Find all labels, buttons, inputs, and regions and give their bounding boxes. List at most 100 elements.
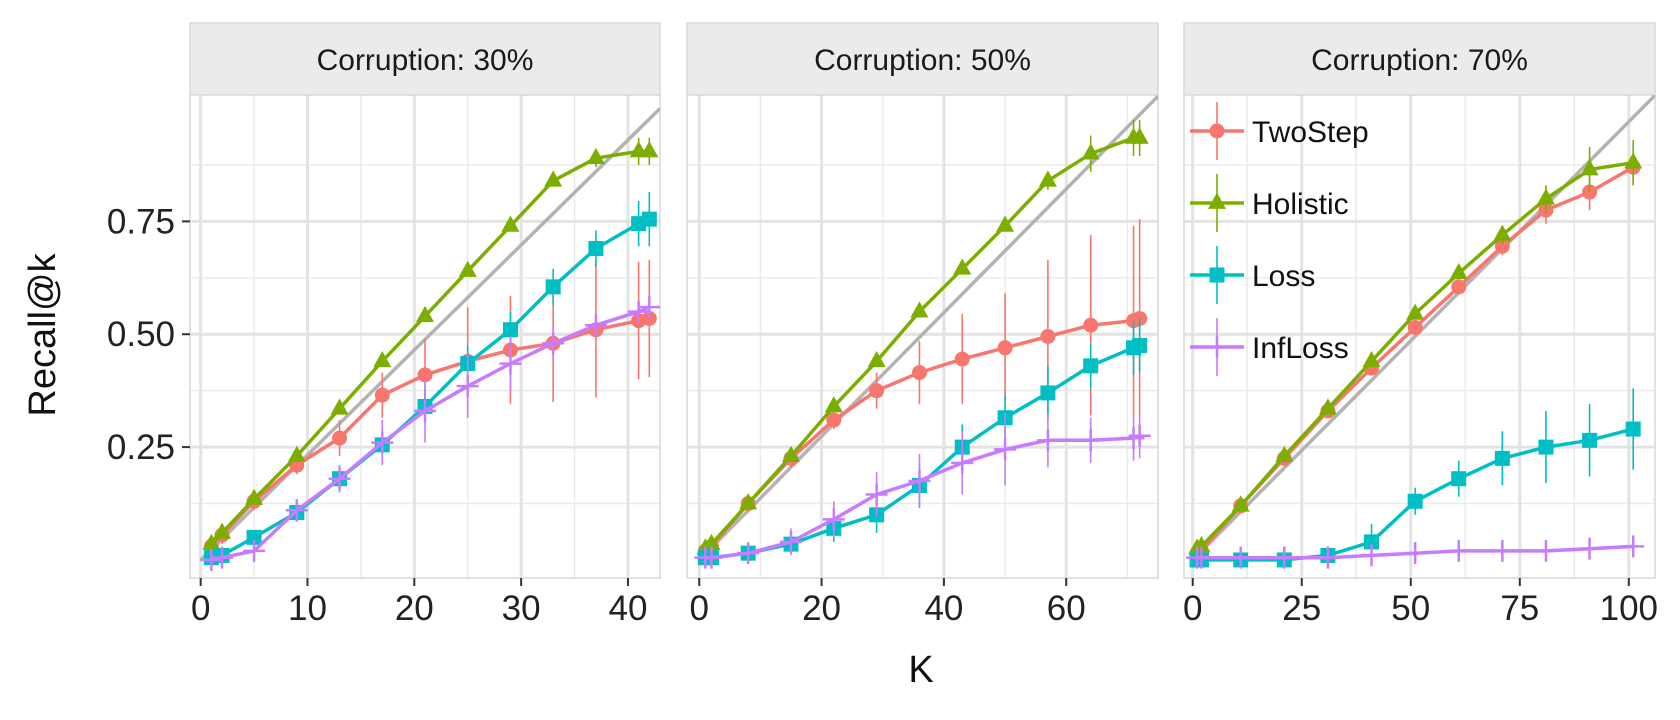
x-tick-label: 25	[1282, 589, 1321, 628]
data-point	[640, 141, 659, 158]
data-point	[414, 399, 436, 422]
data-point	[588, 240, 604, 256]
x-axis: 0 20 40 60	[689, 578, 1086, 628]
series-line	[1196, 160, 1634, 551]
data-point	[994, 438, 1017, 461]
data-point	[328, 467, 351, 490]
data-point	[700, 546, 723, 569]
data-point	[869, 383, 885, 399]
data-point	[822, 508, 845, 531]
plot-area	[694, 95, 1158, 569]
legend-item-loss: Loss	[1190, 246, 1315, 304]
series-holistic	[202, 137, 659, 550]
data-point	[1404, 542, 1427, 565]
data-point	[502, 322, 518, 338]
series-infloss	[1186, 535, 1645, 569]
data-point	[544, 170, 563, 187]
data-point	[416, 305, 434, 323]
data-point	[1493, 224, 1512, 241]
x-tick-label: 60	[1047, 589, 1086, 628]
legend-label: InfLoss	[1252, 332, 1349, 365]
data-point	[1079, 429, 1102, 452]
panel-3: Corruption: 70% 0 25 50 75 100	[1183, 22, 1658, 628]
data-point	[1083, 317, 1099, 333]
legend-marker	[1209, 267, 1225, 283]
x-tick-label: 20	[395, 589, 434, 628]
data-point	[1449, 262, 1468, 280]
data-point	[1316, 546, 1339, 569]
facet-strip-label: Corruption: 70%	[1311, 44, 1528, 77]
data-point	[213, 522, 232, 539]
y-tick-label: 0.75	[107, 202, 175, 241]
y-axis-title: Recall@k	[22, 252, 64, 416]
data-point	[1040, 329, 1056, 344]
data-point	[1580, 159, 1599, 176]
data-point	[1447, 539, 1470, 562]
data-point	[245, 488, 264, 505]
legend-marker	[1208, 192, 1226, 209]
reference-line	[1191, 95, 1655, 562]
data-point	[417, 367, 433, 383]
data-point	[824, 396, 843, 413]
data-point	[910, 301, 929, 318]
data-point	[1406, 303, 1425, 320]
plot-area	[1186, 95, 1655, 569]
gridlines	[190, 95, 660, 578]
panel-border	[189, 94, 661, 579]
data-point	[1038, 170, 1057, 187]
data-point	[865, 483, 888, 506]
data-point	[211, 546, 234, 569]
panel-2: Corruption: 50% 0 20 40 60	[686, 22, 1159, 628]
data-point	[1231, 495, 1250, 512]
data-point	[1578, 537, 1601, 560]
data-point	[954, 351, 970, 367]
data-point	[1275, 445, 1294, 462]
legend-marker	[1206, 336, 1228, 358]
x-tick-label: 50	[1391, 589, 1430, 628]
x-tick-label: 40	[924, 589, 963, 628]
panel-1: Corruption: 30% 0 10 20 30 40	[189, 22, 661, 628]
data-point	[1036, 429, 1059, 452]
data-point	[200, 548, 223, 571]
data-point	[1534, 539, 1557, 562]
y-tick-label: 0.50	[107, 315, 175, 354]
data-point	[1132, 338, 1148, 354]
data-point	[586, 147, 605, 165]
legend-item-twostep: TwoStep	[1190, 102, 1369, 160]
data-point	[545, 279, 561, 295]
legend-marker	[1209, 123, 1225, 139]
plot-background	[190, 95, 660, 578]
data-point	[501, 215, 520, 232]
data-point	[951, 451, 974, 474]
series-holistic	[1188, 140, 1643, 555]
data-point	[1083, 358, 1099, 374]
facet-strip	[686, 22, 1159, 96]
legend-item-holistic: Holistic	[1190, 174, 1349, 232]
data-point	[826, 412, 842, 428]
x-axis: 0 10 20 30 40	[191, 578, 647, 628]
data-point	[1190, 546, 1213, 569]
facet-strip	[1183, 22, 1656, 96]
data-point	[332, 430, 348, 446]
data-point	[1130, 127, 1149, 144]
series-infloss	[200, 296, 660, 571]
series-holistic	[696, 119, 1149, 555]
data-point	[1494, 450, 1510, 466]
x-axis-title: K	[908, 649, 933, 691]
data-point	[285, 499, 308, 522]
x-tick-label: 0	[689, 589, 708, 628]
data-point	[1081, 143, 1100, 160]
legend-label: TwoStep	[1252, 116, 1369, 149]
gridlines	[687, 95, 1158, 578]
data-point	[330, 398, 349, 415]
x-tick-label: 0	[191, 589, 210, 628]
data-point	[1536, 188, 1555, 205]
data-point	[1582, 432, 1598, 448]
data-point	[584, 314, 607, 337]
data-point	[1318, 398, 1337, 415]
data-point	[911, 365, 927, 381]
data-point	[1407, 319, 1423, 335]
plot-area	[199, 107, 660, 571]
data-point	[702, 533, 721, 550]
reference-line	[697, 95, 1158, 562]
